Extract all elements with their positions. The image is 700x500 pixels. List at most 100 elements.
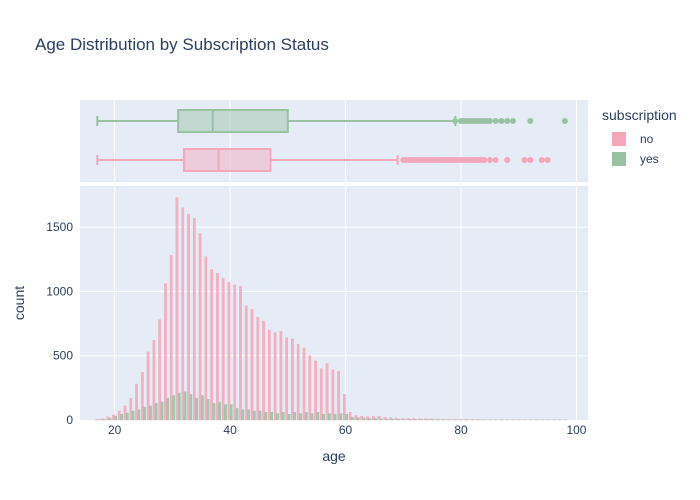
histogram-bar-yes[interactable] xyxy=(403,419,406,421)
histogram-bar-yes[interactable] xyxy=(322,414,325,421)
histogram-bar-yes[interactable] xyxy=(328,413,331,421)
histogram-bar-no[interactable] xyxy=(169,255,173,421)
histogram-bar-yes[interactable] xyxy=(437,419,441,421)
histogram-bar-no[interactable] xyxy=(348,412,352,421)
histogram-bar-no[interactable] xyxy=(354,415,358,421)
histogram-bar-yes[interactable] xyxy=(339,413,343,421)
histogram-bar-yes[interactable] xyxy=(143,406,147,421)
histogram-bar-yes[interactable] xyxy=(276,413,279,421)
histogram-bar-yes[interactable] xyxy=(160,401,164,421)
outlier-point[interactable] xyxy=(492,118,499,124)
histogram-bar-no[interactable] xyxy=(233,284,237,421)
histogram-bar-yes[interactable] xyxy=(431,419,435,421)
histogram-bar-no[interactable] xyxy=(371,415,375,421)
histogram-bar-no[interactable] xyxy=(400,418,404,421)
histogram-bar-no[interactable] xyxy=(314,360,317,421)
histogram-bar-no[interactable] xyxy=(216,273,219,421)
histogram-bar-yes[interactable] xyxy=(287,414,291,421)
histogram-bar-no[interactable] xyxy=(123,405,127,421)
histogram-bar-yes[interactable] xyxy=(212,403,216,421)
histogram-bar-no[interactable] xyxy=(452,419,456,421)
histogram-bar-no[interactable] xyxy=(475,419,479,421)
histogram-bar-no[interactable] xyxy=(325,363,329,421)
histogram-bar-no[interactable] xyxy=(267,329,271,421)
histogram-bar-yes[interactable] xyxy=(351,417,354,421)
histogram-bar-no[interactable] xyxy=(210,269,213,421)
histogram-bar-no[interactable] xyxy=(106,416,110,421)
histogram-bar-yes[interactable] xyxy=(125,412,129,421)
histogram-bar-no[interactable] xyxy=(296,343,300,421)
outlier-point[interactable] xyxy=(504,157,511,163)
histogram-bar-no[interactable] xyxy=(458,419,462,421)
histogram-bar-yes[interactable] xyxy=(201,395,204,421)
histogram-bar-no[interactable] xyxy=(158,319,162,421)
histogram-bar-yes[interactable] xyxy=(310,413,314,421)
histogram-bar-no[interactable] xyxy=(423,418,427,421)
histogram-bar-yes[interactable] xyxy=(247,409,250,421)
histogram-bar-no[interactable] xyxy=(279,331,283,421)
histogram-bar-yes[interactable] xyxy=(379,418,383,421)
histogram-bar-yes[interactable] xyxy=(102,419,106,421)
histogram-bar-yes[interactable] xyxy=(264,412,268,421)
histogram-bar-yes[interactable] xyxy=(299,413,302,421)
histogram-bar-no[interactable] xyxy=(446,419,450,421)
histogram-bar-yes[interactable] xyxy=(356,417,360,421)
histogram-bar-no[interactable] xyxy=(112,414,115,421)
outlier-point[interactable] xyxy=(452,118,459,124)
histogram-bar-yes[interactable] xyxy=(172,395,175,421)
histogram-bar-no[interactable] xyxy=(175,197,179,421)
histogram-bar-no[interactable] xyxy=(464,419,467,421)
histogram-bar-yes[interactable] xyxy=(408,419,412,421)
outlier-point[interactable] xyxy=(527,118,534,124)
histogram-bar-no[interactable] xyxy=(412,418,416,421)
histogram-bar-yes[interactable] xyxy=(426,419,429,421)
histogram-bar-yes[interactable] xyxy=(368,418,372,421)
histogram-bar-no[interactable] xyxy=(302,347,306,421)
histogram-bar-yes[interactable] xyxy=(420,419,424,421)
outlier-point[interactable] xyxy=(561,118,568,124)
histogram-bar-no[interactable] xyxy=(135,383,138,421)
histogram-bar-no[interactable] xyxy=(146,351,150,421)
histogram-bar-no[interactable] xyxy=(377,415,381,421)
legend[interactable]: subscription no yes xyxy=(602,107,677,166)
outlier-point[interactable] xyxy=(509,118,516,124)
histogram-bar-yes[interactable] xyxy=(414,419,418,421)
histogram-bar-yes[interactable] xyxy=(241,409,245,421)
histogram-bar-no[interactable] xyxy=(389,417,392,421)
histogram-bar-yes[interactable] xyxy=(108,417,112,421)
histogram-bar-no[interactable] xyxy=(192,217,196,421)
histogram-bar-no[interactable] xyxy=(221,278,225,421)
histogram-bar-yes[interactable] xyxy=(385,418,389,421)
histogram-bar-no[interactable] xyxy=(441,418,444,421)
histogram-bar-yes[interactable] xyxy=(374,418,377,421)
histogram-bar-yes[interactable] xyxy=(189,394,193,421)
histogram-bar-no[interactable] xyxy=(337,370,340,421)
histogram-bar-no[interactable] xyxy=(100,418,104,421)
boxplot-no[interactable] xyxy=(96,148,551,172)
histogram-bar-no[interactable] xyxy=(164,283,167,421)
outlier-point[interactable] xyxy=(527,157,534,163)
histogram-bar-yes[interactable] xyxy=(316,412,320,421)
outlier-point[interactable] xyxy=(504,118,511,124)
histogram-bar-no[interactable] xyxy=(394,417,398,421)
histogram-bar-no[interactable] xyxy=(181,207,185,421)
histogram-bar-yes[interactable] xyxy=(154,403,158,421)
histogram-bar-no[interactable] xyxy=(435,418,439,421)
histogram-bar-yes[interactable] xyxy=(229,404,233,421)
histogram-bar-no[interactable] xyxy=(383,416,387,421)
histogram-bar-yes[interactable] xyxy=(252,410,256,421)
histogram-bar-no[interactable] xyxy=(470,419,473,421)
histogram-bar-no[interactable] xyxy=(227,282,231,421)
histogram-bar-no[interactable] xyxy=(250,309,254,421)
histogram-bar-no[interactable] xyxy=(331,369,335,421)
histogram-bar-no[interactable] xyxy=(244,305,248,421)
histogram-bar-no[interactable] xyxy=(319,368,323,421)
outlier-point[interactable] xyxy=(481,157,488,163)
histogram-bar-no[interactable] xyxy=(256,316,260,421)
histogram-bar-yes[interactable] xyxy=(114,415,118,421)
histogram-bar-no[interactable] xyxy=(429,418,433,421)
histogram-bar-no[interactable] xyxy=(152,340,156,421)
histogram-bar-no[interactable] xyxy=(418,418,421,421)
outlier-point[interactable] xyxy=(486,118,493,124)
legend-item-yes[interactable]: yes xyxy=(612,152,659,166)
